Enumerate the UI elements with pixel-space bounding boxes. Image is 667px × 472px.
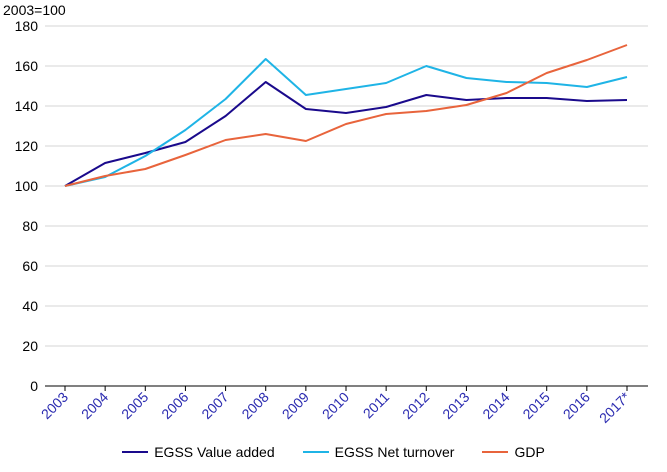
x-tick-label: 2014 [479, 389, 512, 422]
y-tick-label: 120 [15, 138, 39, 154]
x-tick-label: 2015 [519, 389, 552, 422]
x-tick-label: 2009 [279, 389, 312, 422]
x-tick-label: 2006 [158, 389, 191, 422]
y-axis: 0 20 40 60 80 100 120 140 160 180 [15, 18, 39, 394]
x-axis: 2003 2004 2005 2006 2007 2008 2009 2010 2011 2012… [38, 385, 648, 426]
x-tick-label: 2011 [360, 389, 393, 422]
x-tick-label: 2004 [78, 389, 111, 422]
legend-item: EGSS Value added [122, 444, 275, 460]
x-tick-label: 2017* [596, 388, 634, 426]
x-tick-label: 2008 [238, 389, 271, 422]
y-axis-unit-label: 2003=100 [3, 2, 66, 18]
y-tick-label: 60 [22, 258, 38, 274]
legend-swatch [302, 451, 329, 453]
legend-label: GDP [514, 444, 545, 460]
y-tick-label: 40 [22, 298, 38, 314]
legend-swatch [482, 451, 509, 453]
x-tick-label: 2003 [38, 389, 71, 422]
y-tick-label: 80 [22, 218, 38, 234]
y-tick-label: 20 [22, 338, 38, 354]
legend-item: EGSS Net turnover [302, 444, 455, 460]
gridlines [45, 25, 648, 347]
legend-label: EGSS Net turnover [334, 444, 455, 460]
y-tick-label: 160 [15, 58, 39, 74]
x-tick-label: 2010 [319, 389, 352, 422]
x-tick-label: 2016 [560, 389, 593, 422]
y-tick-label: 180 [15, 18, 39, 34]
series-line-egss-net-turnover [64, 58, 628, 187]
x-tick-label: 2012 [399, 389, 432, 422]
series-lines [64, 44, 628, 187]
legend-swatch [122, 451, 149, 453]
x-tick-label: 2013 [439, 389, 472, 422]
series-line-egss-value-added [64, 81, 628, 187]
x-tick-label: 2007 [198, 389, 231, 422]
legend-item: GDP [482, 444, 545, 460]
chart-legend: EGSS Value added EGSS Net turnover GDP [0, 444, 667, 460]
y-tick-label: 100 [15, 178, 39, 194]
x-tick-label: 2005 [118, 389, 151, 422]
y-tick-label: 0 [30, 378, 38, 394]
legend-label: EGSS Value added [154, 444, 275, 460]
series-line-gdp [64, 44, 628, 187]
y-tick-label: 140 [15, 98, 39, 114]
